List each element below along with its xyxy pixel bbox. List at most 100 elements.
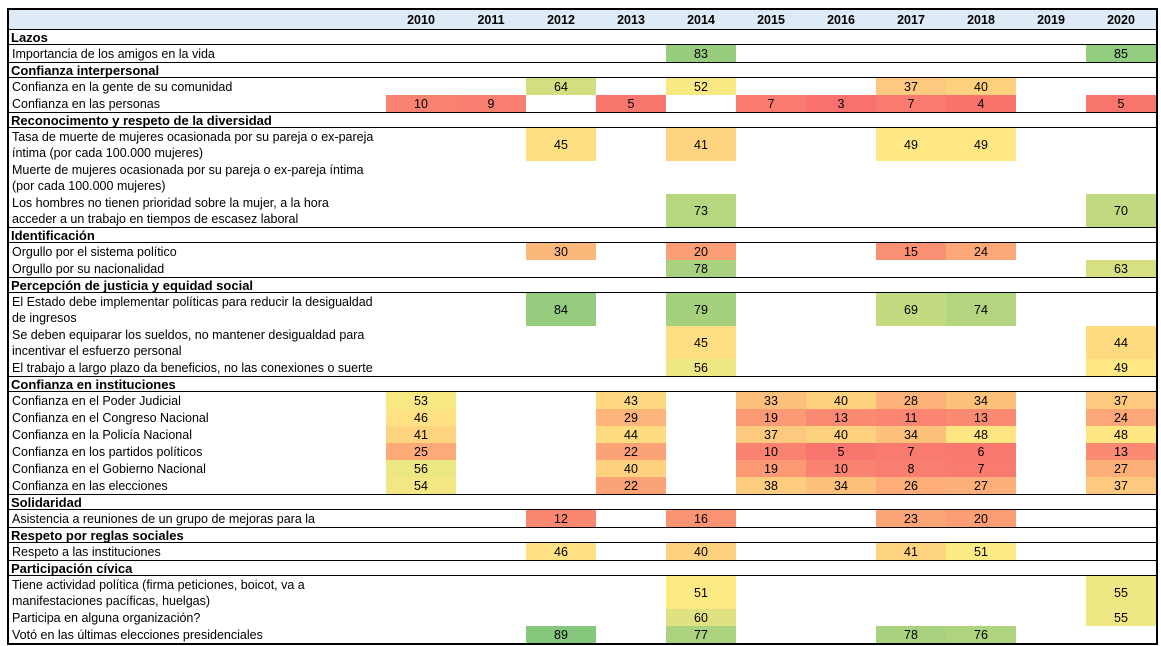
value-cell-2010: 10	[386, 95, 456, 112]
value-cell-2019	[1016, 543, 1086, 560]
value-cell-2020	[1086, 293, 1156, 326]
value-cell-2017	[876, 359, 946, 376]
indicator-row: Confianza en el Gobierno Nacional 56 40 19 1…	[9, 460, 1156, 477]
value-cell-2020: 44	[1086, 326, 1156, 359]
value-cell-2011	[456, 426, 526, 443]
indicator-label: Confianza en la Policía Nacional	[12, 427, 192, 442]
value-cell-2019	[1016, 95, 1086, 112]
value-cell-2013	[596, 510, 666, 527]
value-cell-2015: 10	[736, 443, 806, 460]
value-cell-2013: 29	[596, 409, 666, 426]
indicator-row: Confianza en el Poder Judicial 53 43 33 40 28…	[9, 392, 1156, 409]
value-cell-2015	[736, 576, 806, 609]
value-cell-2016: 40	[806, 392, 876, 409]
value-cell-2017: 78	[876, 626, 946, 643]
value-cell-2018: 27	[946, 477, 1016, 494]
indicator-label: Tasa de muerte de mujeres ocasionada por…	[12, 129, 374, 160]
indicator-row: Tiene actividad política (firma peticion…	[9, 576, 1156, 609]
value-cell-2020: 55	[1086, 609, 1156, 626]
section-row-8: Participación cívica	[9, 560, 1156, 576]
indicator-label: Se deben equiparar los sueldos, no mante…	[12, 327, 365, 358]
indicator-label: Confianza en el Poder Judicial	[12, 393, 181, 408]
value-cell-2015	[736, 194, 806, 227]
indicator-label: Los hombres no tienen prioridad sobre la…	[12, 195, 329, 226]
value-cell-2017	[876, 260, 946, 277]
value-cell-2010: 46	[386, 409, 456, 426]
value-cell-2011	[456, 194, 526, 227]
value-cell-2017: 28	[876, 392, 946, 409]
value-cell-2015	[736, 543, 806, 560]
value-cell-2019	[1016, 426, 1086, 443]
value-cell-2011	[456, 243, 526, 260]
year-header-2018: 2018	[967, 12, 995, 27]
value-cell-2014: 45	[666, 326, 736, 359]
value-cell-2015	[736, 45, 806, 62]
value-cell-2018: 34	[946, 392, 1016, 409]
value-cell-2017: 15	[876, 243, 946, 260]
value-cell-2014: 51	[666, 576, 736, 609]
value-cell-2018	[946, 326, 1016, 359]
value-cell-2016	[806, 626, 876, 643]
indicator-row: Asistencia a reuniones de un grupo de me…	[9, 510, 1156, 527]
value-cell-2013	[596, 260, 666, 277]
value-cell-2020: 37	[1086, 392, 1156, 409]
value-cell-2020	[1086, 128, 1156, 161]
value-cell-2014	[666, 426, 736, 443]
value-cell-2019	[1016, 78, 1086, 95]
value-cell-2012	[526, 45, 596, 62]
value-cell-2019	[1016, 359, 1086, 376]
indicator-row: Confianza en el Congreso Nacional 46 29 19 1…	[9, 409, 1156, 426]
value-cell-2018: 74	[946, 293, 1016, 326]
indicator-row: Confianza en las personas 10 9 5 7 3 7 4 5	[9, 95, 1156, 112]
value-cell-2010	[386, 510, 456, 527]
value-cell-2014	[666, 443, 736, 460]
value-cell-2014: 77	[666, 626, 736, 643]
value-cell-2018	[946, 609, 1016, 626]
value-cell-2012: 46	[526, 543, 596, 560]
section-row-2: Reconocimento y respeto de la diversidad	[9, 112, 1156, 128]
value-cell-2016	[806, 128, 876, 161]
value-cell-2020	[1086, 510, 1156, 527]
value-cell-2019	[1016, 260, 1086, 277]
value-cell-2012: 64	[526, 78, 596, 95]
value-cell-2012	[526, 359, 596, 376]
value-cell-2017: 41	[876, 543, 946, 560]
value-cell-2013: 44	[596, 426, 666, 443]
value-cell-2018	[946, 161, 1016, 194]
section-title: Confianza en instituciones	[11, 376, 176, 392]
value-cell-2013	[596, 78, 666, 95]
value-cell-2018: 20	[946, 510, 1016, 527]
section-title: Respeto por reglas sociales	[11, 527, 184, 543]
value-cell-2016	[806, 161, 876, 194]
value-cell-2016	[806, 609, 876, 626]
value-cell-2017	[876, 609, 946, 626]
value-cell-2010	[386, 128, 456, 161]
value-cell-2014: 73	[666, 194, 736, 227]
value-cell-2019	[1016, 392, 1086, 409]
indicator-label: Confianza en el Gobierno Nacional	[12, 461, 206, 476]
value-cell-2018: 51	[946, 543, 1016, 560]
value-cell-2016	[806, 326, 876, 359]
value-cell-2011	[456, 477, 526, 494]
value-cell-2018: 13	[946, 409, 1016, 426]
value-cell-2014: 41	[666, 128, 736, 161]
value-cell-2020: 48	[1086, 426, 1156, 443]
value-cell-2020	[1086, 78, 1156, 95]
value-cell-2015: 37	[736, 426, 806, 443]
value-cell-2019	[1016, 243, 1086, 260]
value-cell-2019	[1016, 128, 1086, 161]
year-header-2012: 2012	[547, 12, 575, 27]
value-cell-2018	[946, 576, 1016, 609]
indicator-row: Confianza en las elecciones 54 22 38 34 26 27 3…	[9, 477, 1156, 494]
value-cell-2013	[596, 609, 666, 626]
indicator-label: Votó en las últimas elecciones presidenc…	[12, 627, 263, 642]
value-cell-2019	[1016, 576, 1086, 609]
value-cell-2010	[386, 45, 456, 62]
section-row-6: Solidaridad	[9, 494, 1156, 510]
value-cell-2012	[526, 477, 596, 494]
indicator-label: El Estado debe implementar políticas par…	[12, 294, 373, 325]
value-cell-2015: 19	[736, 460, 806, 477]
value-cell-2018: 48	[946, 426, 1016, 443]
value-cell-2015: 33	[736, 392, 806, 409]
section-title: Percepción de justicia y equidad social	[11, 277, 254, 293]
